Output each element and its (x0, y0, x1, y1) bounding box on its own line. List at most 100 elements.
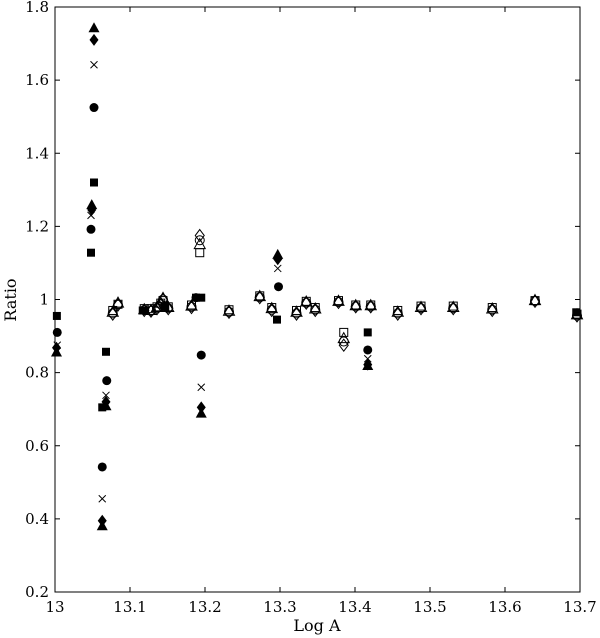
open-circle-marker (333, 297, 344, 308)
filled-triangle-marker (100, 400, 112, 411)
filled-diamond-marker (196, 401, 206, 414)
filled-triangle-marker (96, 520, 108, 531)
cross-marker (98, 494, 107, 503)
filled-square-marker (90, 178, 98, 187)
filled-square-marker (197, 293, 206, 302)
open-triangle-marker (485, 301, 499, 314)
open-triangle-marker (150, 300, 164, 313)
open-circle-marker (487, 304, 498, 315)
open-triangle-marker (193, 237, 207, 250)
open-circle-marker (448, 303, 459, 314)
filled-circle-marker (52, 327, 62, 337)
open-diamond-marker (338, 338, 349, 353)
open-triangle-marker (156, 291, 170, 303)
open-triangle-marker (161, 300, 175, 313)
filled-circle-marker (196, 350, 206, 360)
x-tick-label: 13.1 (113, 598, 146, 616)
open-triangle-marker (253, 289, 267, 302)
open-triangle-marker (111, 296, 125, 308)
open-circle-marker (266, 304, 277, 315)
y-axis-label: Ratio (1, 278, 20, 321)
y-tick-label: 0.6 (25, 437, 49, 455)
filled-circle-marker (97, 462, 107, 472)
y-tick-label: 1.8 (25, 0, 49, 16)
filled-triangle-marker (195, 407, 207, 418)
open-circle-marker (186, 301, 197, 312)
y-tick-label: 1.6 (25, 71, 49, 89)
open-circle-marker (338, 336, 349, 347)
filled-circle-marker (89, 103, 99, 113)
x-tick-label: 13.4 (338, 598, 371, 616)
cross-marker (363, 354, 372, 363)
x-tick-label: 13.5 (413, 598, 446, 616)
y-tick-label: 0.8 (25, 364, 49, 382)
filled-triangle-marker (51, 346, 62, 357)
y-tick-label: 1 (39, 291, 49, 309)
open-circle-marker (224, 306, 234, 317)
filled-circle-marker (274, 282, 283, 292)
open-triangle-marker (446, 300, 460, 313)
open-circle-marker (254, 292, 265, 303)
cross-marker (197, 383, 206, 392)
filled-square-marker (363, 328, 372, 337)
filled-circle-marker (86, 224, 96, 234)
open-triangle-marker (299, 295, 313, 307)
filled-square-marker (273, 315, 281, 324)
open-circle-marker (139, 305, 150, 316)
open-circle-marker (107, 308, 118, 319)
open-triangle-marker (265, 301, 279, 314)
filled-triangle-marker (88, 22, 100, 33)
open-triangle-marker (106, 305, 120, 317)
filled-triangle-marker (272, 248, 284, 259)
open-circle-marker (158, 294, 168, 305)
open-square-marker (339, 327, 349, 337)
open-diamond-marker (194, 228, 205, 243)
open-triangle-marker (308, 301, 322, 314)
open-circle-marker (572, 310, 582, 321)
filled-circle-marker (191, 293, 201, 303)
cross-marker (90, 60, 98, 69)
axis-ticks (54, 6, 581, 593)
y-tick-label: 0.2 (25, 583, 49, 601)
open-triangle-marker (349, 298, 363, 311)
open-circle-marker (310, 304, 321, 315)
filled-triangle-marker (86, 199, 98, 210)
y-tick-label: 1.4 (25, 144, 49, 162)
open-triangle-marker (414, 300, 428, 313)
x-axis-label: Log A (293, 616, 341, 635)
cross-marker (102, 391, 110, 400)
filled-square-marker (52, 311, 61, 320)
x-tick-label: 13.6 (488, 598, 521, 616)
open-triangle-marker (290, 305, 303, 317)
open-triangle-marker (528, 293, 542, 306)
cross-marker (273, 264, 282, 273)
open-circle-marker (350, 301, 361, 312)
x-tick-label: 13.3 (263, 598, 296, 616)
open-circle-marker (113, 299, 123, 310)
data-points (51, 22, 584, 531)
open-circle-marker (146, 305, 156, 316)
open-circle-marker (365, 301, 376, 312)
filled-triangle-marker (362, 360, 374, 371)
open-circle-marker (155, 299, 166, 310)
open-circle-marker (530, 295, 540, 306)
filled-square-marker (572, 308, 581, 317)
open-triangle-marker (222, 304, 236, 316)
open-circle-marker (392, 308, 403, 319)
filled-square-marker (138, 306, 147, 315)
x-tick-label: 13 (45, 598, 64, 616)
open-triangle-marker (364, 298, 378, 311)
open-triangle-marker (570, 307, 584, 320)
plot-frame (54, 6, 581, 593)
open-triangle-marker (391, 305, 405, 317)
open-circle-marker (163, 303, 174, 314)
cross-marker (87, 211, 95, 220)
filled-square-marker (87, 248, 95, 257)
y-tick-label: 0.4 (25, 510, 49, 528)
x-tick-label: 13.2 (188, 598, 221, 616)
open-square-marker (195, 248, 205, 258)
cross-marker (53, 341, 62, 350)
open-triangle-marker (185, 299, 198, 311)
open-circle-marker (291, 308, 302, 319)
